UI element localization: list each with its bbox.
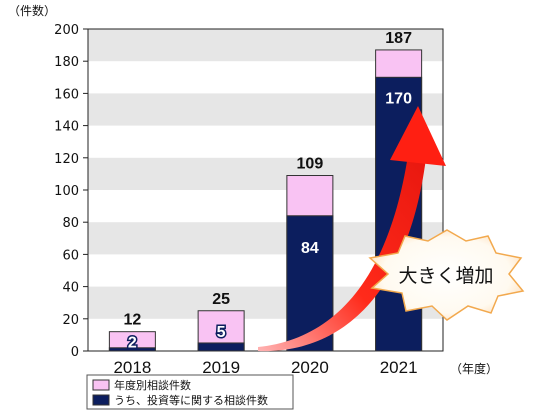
increase-arrow — [258, 106, 446, 352]
legend-box — [86, 374, 294, 410]
bar-investment — [108, 347, 156, 352]
legend-swatch — [92, 394, 110, 406]
y-tick-label: 100 — [54, 184, 79, 199]
callout-text: 大きく増加 — [398, 265, 493, 287]
x-tick-label: 2019 — [202, 358, 240, 377]
x-tick-label: 2018 — [113, 358, 151, 377]
y-unit-label: （件数） — [8, 3, 56, 18]
investment-value-label: 2 — [128, 334, 137, 351]
investment-value-label: 84 — [301, 240, 319, 257]
total-value-label: 12 — [123, 312, 141, 329]
y-tick-label: 80 — [62, 216, 79, 231]
investment-value-label: 170 — [385, 90, 412, 107]
y-tick-label: 40 — [62, 281, 79, 296]
callout-burst: 大きく増加 — [368, 229, 525, 321]
arrow-shaft — [258, 155, 426, 352]
y-tick-label: 140 — [54, 120, 79, 135]
y-tick-label: 160 — [54, 87, 79, 102]
y-tick-label: 60 — [62, 248, 79, 263]
x-unit-label: （年度） — [450, 361, 498, 376]
y-axis: 0 20 40 60 80 100 120 140 160 180 200 — [54, 23, 88, 360]
x-axis: 2018 2019 2020 2021 — [113, 358, 417, 377]
y-tick-label: 180 — [54, 55, 79, 70]
y-tick-label: 0 — [71, 345, 79, 360]
legend-label: うち、投資等に関する相談件数 — [114, 393, 268, 407]
legend-label: 年度別相談件数 — [114, 378, 191, 392]
arrow-head — [390, 106, 446, 166]
total-value-label: 109 — [297, 156, 324, 173]
investment-value-label: 5 — [217, 324, 226, 341]
y-tick-label: 200 — [54, 23, 79, 38]
total-value-label: 25 — [212, 291, 230, 308]
legend-swatch — [92, 379, 110, 391]
y-tick-label: 120 — [54, 152, 79, 167]
total-value-label: 187 — [385, 30, 412, 47]
y-tick-label: 20 — [62, 313, 79, 328]
x-tick-label: 2021 — [380, 358, 418, 377]
callout-burst-shape — [368, 229, 525, 321]
bar-investment — [197, 342, 245, 352]
x-tick-label: 2020 — [291, 358, 329, 377]
